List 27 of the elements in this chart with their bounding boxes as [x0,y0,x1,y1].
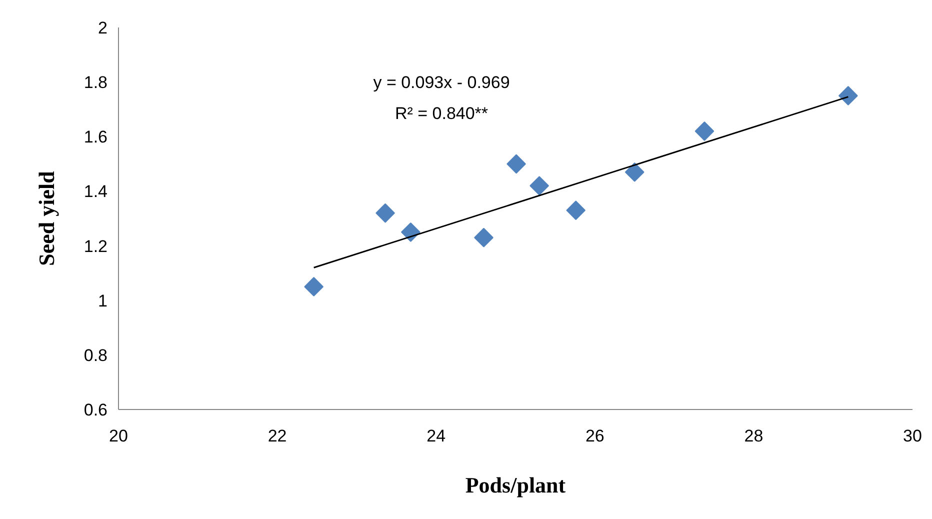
x-tick-label: 28 [744,426,764,446]
point [474,228,494,248]
y-tick-label: 1.4 [84,182,108,202]
x-axis-title: Pods/plant [465,472,566,498]
x-tick-label: 20 [109,426,128,446]
y-tick-label: 1.6 [84,128,108,147]
y-tick-label: 1.2 [84,236,108,256]
annotation: y = 0.093x - 0.969 [373,73,510,92]
x-tick-label: 24 [426,426,446,446]
point [376,203,395,223]
x-tick-label: 22 [268,426,287,446]
point [694,121,714,141]
y-tick-label: 0.8 [84,346,108,365]
point [624,162,644,182]
y-tick-label: 0.6 [84,400,108,420]
point [530,176,550,196]
y-tick-label: 2 [98,18,108,38]
y-tick-label: 1 [98,291,108,310]
y-axis-title: Seed yield [34,171,59,266]
point [838,86,858,106]
point [304,277,324,296]
x-tick-label: 26 [585,426,604,446]
annotation: R² = 0.840** [394,104,488,123]
point [506,154,526,174]
x-tick-label: 30 [903,426,922,446]
y-tick-label: 1.8 [84,73,108,92]
point [566,200,586,220]
